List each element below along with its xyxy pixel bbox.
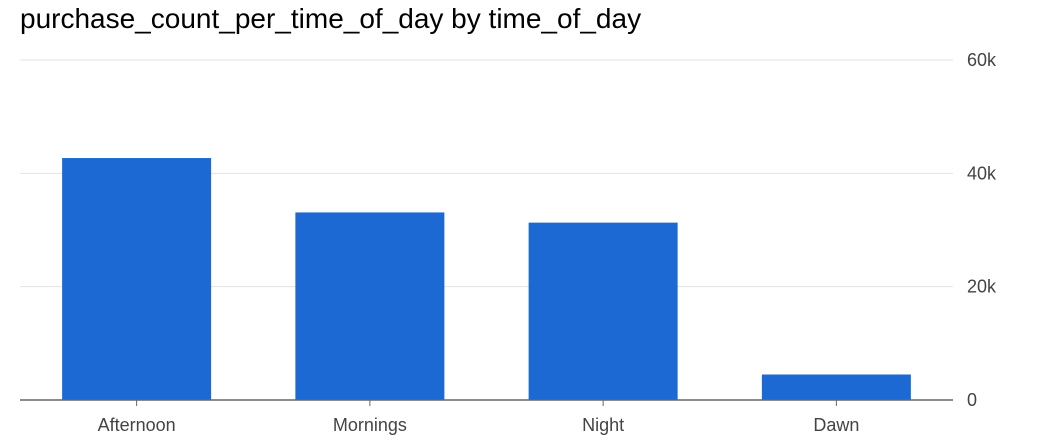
bar-dawn bbox=[761, 374, 911, 400]
bar-mornings bbox=[295, 212, 445, 400]
chart-title: purchase_count_per_time_of_day by time_o… bbox=[20, 3, 642, 34]
y-tick-label: 0 bbox=[967, 390, 977, 410]
x-tick-label: Night bbox=[582, 415, 624, 435]
x-tick-label: Mornings bbox=[333, 415, 407, 435]
y-tick-label: 40k bbox=[967, 163, 997, 183]
y-tick-label: 20k bbox=[967, 277, 997, 297]
x-tick-label: Dawn bbox=[813, 415, 859, 435]
x-tick-label: Afternoon bbox=[98, 415, 176, 435]
bar-night bbox=[528, 222, 678, 400]
y-tick-label: 60k bbox=[967, 50, 997, 70]
bar-afternoon bbox=[62, 158, 212, 400]
